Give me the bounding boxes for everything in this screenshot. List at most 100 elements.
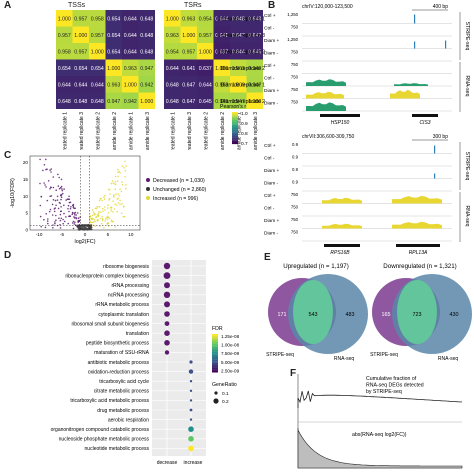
fdr-legend-swatch	[212, 350, 218, 352]
volcano-point	[120, 190, 123, 193]
volcano-point	[58, 187, 61, 190]
generatio-legend-dot	[213, 398, 219, 404]
volcano-point	[42, 169, 44, 172]
pearson-legend-swatch	[232, 142, 238, 145]
volcano-point	[49, 195, 51, 198]
volcano-point	[44, 226, 47, 229]
volcano-point	[112, 220, 115, 223]
volcano-point	[73, 223, 76, 225]
tsr-cell-value: 0.648	[166, 99, 179, 105]
volcano-point	[123, 215, 126, 218]
volcano-point	[56, 195, 59, 198]
tsr-cell-value: 0.645	[199, 99, 212, 105]
browser-top-track-name: Ctrl +	[264, 63, 276, 69]
tsr-cell-value: 0.963	[166, 33, 179, 39]
tsr-cell-value: 0.647	[182, 82, 195, 88]
volcano-point	[67, 204, 70, 207]
volcano-x-tick: -5	[60, 232, 65, 237]
volcano-point	[60, 210, 62, 212]
tss-cell	[89, 10, 106, 27]
volcano-point	[93, 218, 96, 221]
tss-cell	[122, 59, 139, 76]
tss-cell	[56, 10, 73, 27]
volcano-plot: -10 -5 0 5 10 0 5 10 15 20 log2(FC) -log10(FDR) Decr…	[10, 155, 206, 245]
fdr-legend-swatch	[212, 351, 218, 354]
tss-cell-value: 0.654	[58, 66, 71, 72]
tss-cell-value: 0.957	[91, 33, 104, 39]
pearson-legend-swatch	[232, 116, 238, 119]
panel-a-label: A	[4, 0, 12, 11]
tsr-cell-value: 0.963	[215, 82, 228, 88]
browser-bottom-track-max: 750	[291, 205, 299, 210]
volcano-point	[63, 204, 65, 207]
go-term-label: nucleoside phosphate metabolic process	[59, 437, 150, 443]
venn-down-set-a: STRIPE-seq	[370, 352, 398, 358]
browser-bottom-coverage	[322, 223, 362, 229]
volcano-point	[116, 210, 118, 213]
volcano-point	[90, 226, 93, 229]
browser-bottom-track-max: 750	[291, 192, 299, 197]
tsr-cell	[246, 76, 263, 93]
tss-cell-value: 1.000	[74, 33, 87, 39]
tss-cell-value: 0.644	[124, 33, 137, 39]
pearson-legend-swatch	[232, 126, 238, 129]
browser-top-track-name: Diam -	[264, 51, 279, 57]
volcano-point	[39, 182, 41, 185]
tss-cell	[72, 59, 89, 76]
panel-d-label: D	[4, 250, 12, 261]
volcano-point	[63, 212, 65, 215]
panel-b-label: B	[268, 0, 276, 11]
volcano-point	[99, 198, 102, 200]
volcano-point	[50, 168, 53, 170]
volcano-point	[54, 199, 57, 202]
volcano-point	[98, 211, 100, 213]
go-term-dot	[164, 301, 170, 308]
volcano-point	[121, 181, 123, 183]
volcano-point	[104, 194, 106, 197]
tsr-cell	[180, 92, 197, 109]
volcano-point	[119, 203, 121, 206]
tsr-cell	[197, 92, 214, 109]
tsr-cell	[197, 59, 214, 76]
tsr-cell-value: 1.000	[248, 99, 261, 105]
venn-up-title: Upregulated (n = 1,197)	[283, 263, 349, 270]
volcano-point	[94, 225, 97, 227]
browser-bottom-track-name: Ctrl +	[264, 143, 276, 149]
tss-cell	[122, 43, 139, 60]
panel-c-label: C	[4, 150, 12, 161]
cum-top-caption: Cumulative fraction of	[366, 376, 417, 382]
browser-bottom-coverage	[392, 195, 442, 204]
pearson-legend-tick: 1.0	[241, 111, 248, 117]
gene-label: HSP150	[331, 120, 350, 126]
fdr-legend-swatch	[212, 369, 218, 371]
volcano-point	[117, 202, 120, 204]
pearson-legend-swatch	[232, 134, 238, 137]
browser-top-track-name: Ctrl +	[264, 13, 276, 19]
volcano-point	[67, 208, 69, 210]
pearson-legend-swatch	[232, 136, 238, 138]
tss-cell-value: 0.957	[74, 49, 87, 55]
volcano-point	[114, 188, 116, 190]
browser-top-locus: chrIV:120,000-123,500	[302, 4, 353, 10]
go-term-label: peptide biosynthetic process	[86, 341, 150, 347]
volcano-point	[67, 198, 70, 200]
generatio-legend-title: GeneRatio	[212, 382, 237, 388]
fdr-legend-swatch	[212, 342, 218, 344]
volcano-point	[78, 219, 81, 222]
volcano-point	[50, 195, 53, 197]
volcano-point	[114, 183, 117, 186]
volcano-legend-swatch	[146, 196, 150, 200]
go-term-label: drug metabolic process	[97, 408, 149, 414]
tsr-cell-value: 0.957	[182, 49, 195, 55]
browser-bottom-track-max: 0.9	[292, 142, 299, 147]
pearson-legend-swatch	[232, 120, 238, 122]
browser-top-track-max: 750	[291, 100, 299, 105]
volcano-point	[71, 204, 74, 207]
volcano-point	[73, 207, 75, 210]
fdr-legend-swatch	[212, 370, 218, 373]
browser-top-coverage	[306, 91, 344, 99]
tss-cell-value: 0.942	[140, 82, 153, 88]
pearson-legend-swatch	[232, 113, 238, 116]
tss-cell	[72, 43, 89, 60]
